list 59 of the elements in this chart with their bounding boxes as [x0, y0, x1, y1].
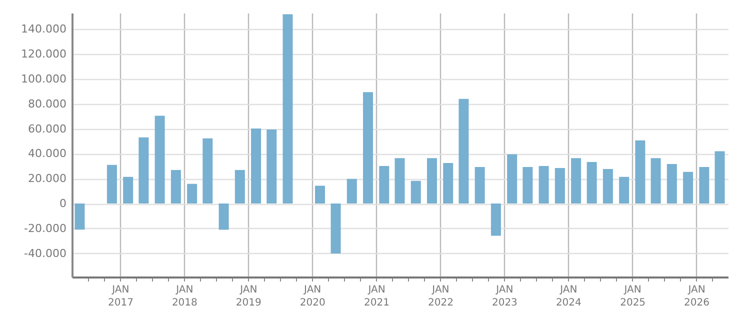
- y-tick-label: 140.000: [21, 22, 66, 36]
- x-tick-label: JAN 2025: [620, 284, 646, 308]
- bar: [138, 137, 149, 204]
- bar: [394, 158, 405, 204]
- y-tick-label: -40.000: [24, 246, 66, 260]
- x-tick-label: JAN 2018: [172, 284, 198, 308]
- y-tick-label: 20.000: [28, 172, 66, 186]
- y-tick-label: 100.000: [21, 72, 66, 86]
- bar: [619, 176, 630, 204]
- bar: [330, 204, 341, 254]
- bar: [346, 178, 357, 204]
- x-tick-label: JAN 2022: [428, 284, 454, 308]
- bar: [554, 168, 565, 204]
- bar: [714, 151, 725, 204]
- bar: [426, 158, 437, 204]
- bar: [666, 164, 677, 204]
- bar: [602, 169, 613, 204]
- x-tick-label: JAN 2019: [236, 284, 262, 308]
- bar: [571, 158, 582, 204]
- bar: [202, 138, 213, 204]
- y-tick-label: 40.000: [28, 147, 66, 160]
- bar: [474, 167, 485, 204]
- y-tick-label: 0: [60, 197, 66, 210]
- bar: [458, 98, 469, 204]
- bar: [538, 166, 549, 204]
- bar: [123, 176, 134, 204]
- x-tick-label: JAN 2020: [300, 284, 326, 308]
- bar: [699, 167, 710, 204]
- bar: [650, 158, 661, 204]
- bar: [683, 172, 694, 204]
- y-tick-label: 80.000: [28, 97, 66, 110]
- bar: [170, 170, 181, 204]
- x-tick-label: JAN 2021: [364, 284, 390, 308]
- bar: [251, 128, 262, 204]
- bar: [218, 204, 229, 230]
- x-tick-label: JAN 2024: [556, 284, 582, 308]
- bar: [154, 116, 165, 204]
- bar: [635, 140, 646, 204]
- bar: [443, 163, 454, 204]
- x-tick-label: JAN 2017: [108, 284, 134, 308]
- x-tick-label: JAN 2023: [492, 284, 518, 308]
- bar: [106, 164, 117, 204]
- bar: [187, 184, 198, 204]
- bar: [586, 162, 597, 204]
- bar: [234, 170, 245, 204]
- bar: [282, 14, 293, 204]
- bar: [507, 154, 518, 204]
- y-tick-label: 120.000: [21, 48, 66, 61]
- bar: [74, 204, 85, 230]
- bar: [522, 167, 533, 204]
- bar: [266, 130, 277, 204]
- bar: [410, 180, 421, 204]
- bar: [363, 92, 374, 204]
- y-tick-label: 60.000: [28, 122, 66, 136]
- bar: [490, 204, 501, 236]
- bar: [379, 166, 390, 204]
- y-tick-label: -20.000: [24, 222, 66, 235]
- bar: [314, 186, 325, 204]
- x-tick-label: JAN 2026: [684, 284, 710, 308]
